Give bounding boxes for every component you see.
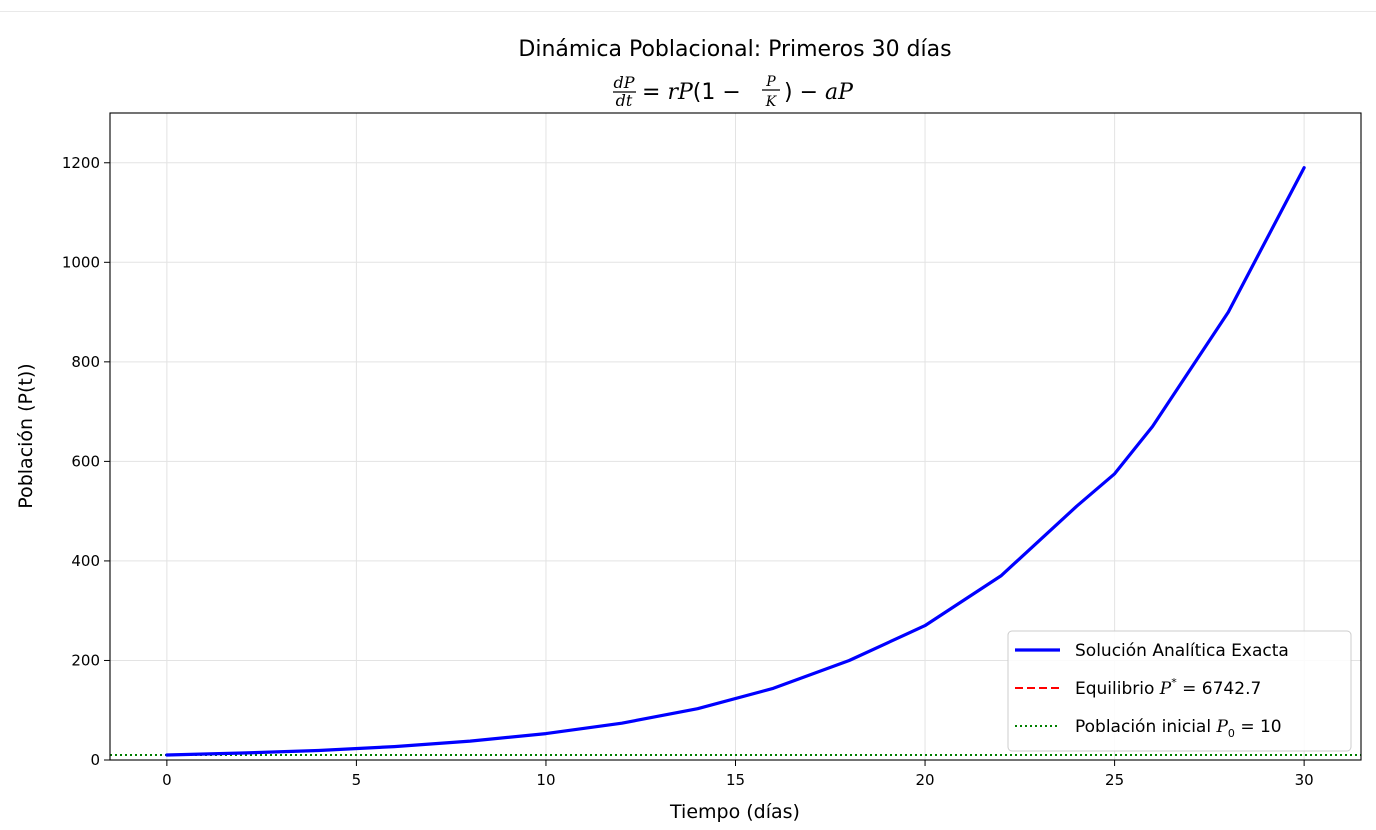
legend-box [1007, 630, 1352, 752]
legend-label-equilibrium: Equilibrio P* = 6742.7 [1075, 676, 1261, 699]
y-tick-label-2: 400 [71, 552, 100, 570]
svg-text:) − aP: ) − aP [784, 80, 854, 105]
chart-title: Dinámica Poblacional: Primeros 30 días [518, 37, 951, 62]
y-tick-label-3: 600 [71, 452, 100, 470]
x-axis-ticks: 0 5 10 15 20 25 30 [162, 760, 1314, 789]
svg-text:dt: dt [616, 91, 633, 110]
svg-text:K: K [765, 94, 778, 110]
x-tick-label-3: 15 [726, 771, 745, 789]
x-tick-label-2: 10 [536, 771, 555, 789]
top-divider [0, 11, 1376, 12]
y-axis-label: Población (P(t)) [15, 363, 37, 508]
plot-area [110, 166, 1361, 757]
legend: Solución Analítica Exacta Equilibrio P* … [1007, 630, 1352, 752]
y-tick-label-0: 0 [90, 751, 100, 769]
y-tick-label-4: 800 [71, 353, 100, 371]
x-tick-label-1: 5 [352, 771, 362, 789]
x-tick-label-4: 20 [915, 771, 934, 789]
legend-label-initial: Población inicial P0 = 10 [1075, 717, 1282, 740]
chart-subtitle-equation: dP dt = rP(1 − P K ) − aP [613, 73, 854, 110]
x-axis-label: Tiempo (días) [669, 801, 800, 823]
x-tick-label-0: 0 [162, 771, 172, 789]
y-tick-label-1: 200 [71, 651, 100, 669]
series-solution-line [165, 166, 1306, 757]
y-tick-label-6: 1200 [62, 154, 100, 172]
svg-text:dP: dP [613, 73, 634, 92]
y-axis-ticks: 0 200 400 600 800 1000 1200 [62, 154, 110, 769]
x-tick-label-5: 25 [1105, 771, 1124, 789]
svg-text:P: P [765, 74, 776, 90]
y-tick-label-5: 1000 [62, 253, 100, 271]
x-tick-label-6: 30 [1295, 771, 1314, 789]
legend-label-solution: Solución Analítica Exacta [1075, 641, 1289, 661]
svg-text:= rP(1 −: = rP(1 − [642, 80, 741, 105]
